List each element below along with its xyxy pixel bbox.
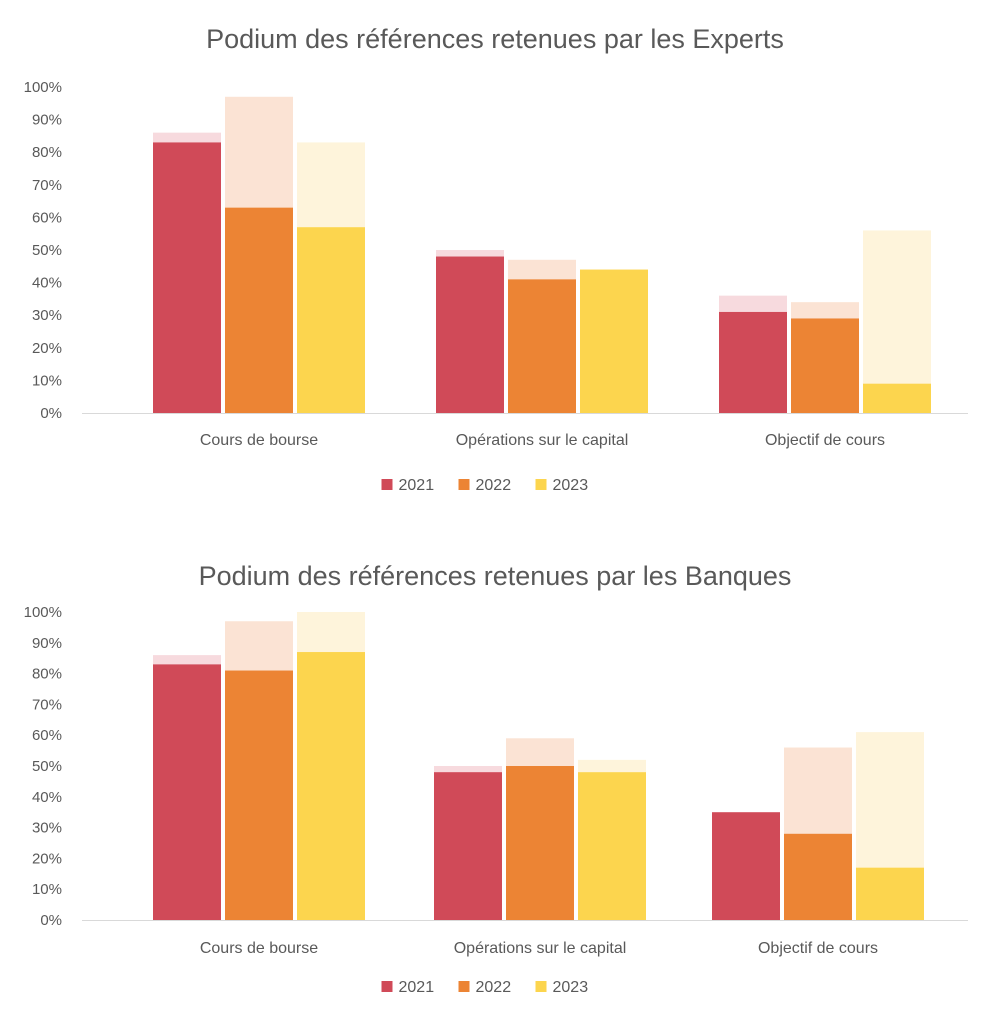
bar-upper-2023-cours-de-bourse [297, 612, 365, 653]
y-tick-label: 50% [32, 758, 62, 775]
bar-2023-objectif-de-cours [856, 867, 924, 920]
y-tick-label: 60% [32, 727, 62, 744]
bar-upper-2022-operations-sur-le-capital [506, 738, 574, 766]
y-tick-label: 70% [32, 177, 62, 194]
bar-2021-operations-sur-le-capital [436, 256, 504, 413]
legend-label-2021: 2021 [399, 979, 435, 996]
bar-2021-cours-de-bourse [153, 142, 221, 414]
y-tick-label: 60% [32, 209, 62, 226]
category-label: Cours de bourse [200, 940, 318, 957]
category-label: Objectif de cours [758, 940, 878, 957]
y-tick-label: 20% [32, 850, 62, 867]
bar-upper-2021-operations-sur-le-capital [436, 250, 504, 257]
y-tick-label: 20% [32, 340, 62, 357]
category-label: Cours de bourse [200, 432, 318, 449]
bar-2023-operations-sur-le-capital [580, 269, 648, 413]
bar-2022-operations-sur-le-capital [506, 766, 574, 920]
y-tick-label: 40% [32, 789, 62, 806]
y-tick-label: 70% [32, 696, 62, 713]
y-tick-label: 30% [32, 307, 62, 324]
bar-2021-objectif-de-cours [712, 812, 780, 920]
experts-chart: Podium des références retenues par les E… [24, 24, 968, 494]
y-tick-label: 10% [32, 881, 62, 898]
bar-upper-2023-objectif-de-cours [863, 230, 931, 384]
y-tick-label: 90% [32, 635, 62, 652]
bar-upper-2023-operations-sur-le-capital [578, 759, 646, 773]
y-tick-label: 90% [32, 112, 62, 129]
legend-label-2021: 2021 [399, 477, 435, 494]
chart-title: Podium des références retenues par les E… [206, 24, 784, 54]
bar-2021-operations-sur-le-capital [434, 772, 502, 920]
y-tick-label: 50% [32, 242, 62, 259]
category-label: Objectif de cours [765, 432, 885, 449]
bar-2023-objectif-de-cours [863, 383, 931, 413]
bar-2022-operations-sur-le-capital [508, 279, 576, 413]
banques-chart: Podium des références retenues par les B… [24, 561, 968, 996]
bar-2022-objectif-de-cours [784, 833, 852, 920]
bar-upper-2021-operations-sur-le-capital [434, 766, 502, 773]
bar-upper-2022-objectif-de-cours [784, 747, 852, 834]
legend-swatch-2021 [381, 479, 393, 490]
bar-2022-cours-de-bourse [225, 207, 293, 413]
bar-upper-2022-operations-sur-le-capital [508, 259, 576, 280]
y-tick-label: 80% [32, 144, 62, 161]
bar-upper-2022-cours-de-bourse [225, 621, 293, 671]
bar-upper-2023-objectif-de-cours [856, 732, 924, 868]
bar-upper-2022-cours-de-bourse [225, 96, 293, 208]
bar-2022-objectif-de-cours [791, 318, 859, 413]
bar-2023-operations-sur-le-capital [578, 772, 646, 920]
bar-2022-cours-de-bourse [225, 670, 293, 920]
y-tick-label: 80% [32, 666, 62, 683]
y-tick-label: 40% [32, 275, 62, 292]
bar-2021-cours-de-bourse [153, 664, 221, 920]
legend-label-2022: 2022 [476, 979, 512, 996]
y-tick-label: 30% [32, 820, 62, 837]
legend: 2021 2022 2023 [381, 979, 589, 996]
bar-upper-2021-objectif-de-cours [719, 295, 787, 312]
bar-upper-2023-cours-de-bourse [297, 142, 365, 228]
y-tick-label: 0% [40, 912, 62, 929]
legend: 2021 2022 2023 [381, 477, 589, 494]
bar-upper-2022-objectif-de-cours [791, 302, 859, 319]
legend-swatch-2023 [535, 981, 547, 992]
legend-swatch-2023 [535, 479, 547, 490]
y-tick-label: 100% [24, 604, 62, 621]
legend-label-2023: 2023 [553, 477, 589, 494]
legend-swatch-2022 [458, 981, 470, 992]
bar-2023-cours-de-bourse [297, 227, 365, 413]
bar-2023-cours-de-bourse [297, 652, 365, 920]
legend-swatch-2022 [458, 479, 470, 490]
y-tick-label: 100% [24, 79, 62, 96]
bar-2021-objectif-de-cours [719, 311, 787, 413]
bar-upper-2021-cours-de-bourse [153, 132, 221, 143]
legend-label-2022: 2022 [476, 477, 512, 494]
category-label: Opérations sur le capital [454, 940, 627, 957]
category-label: Opérations sur le capital [456, 432, 629, 449]
y-tick-label: 0% [40, 405, 62, 422]
legend-label-2023: 2023 [553, 979, 589, 996]
chart-title: Podium des références retenues par les B… [199, 561, 792, 591]
bar-upper-2021-cours-de-bourse [153, 655, 221, 665]
legend-swatch-2021 [381, 981, 393, 992]
y-tick-label: 10% [32, 372, 62, 389]
